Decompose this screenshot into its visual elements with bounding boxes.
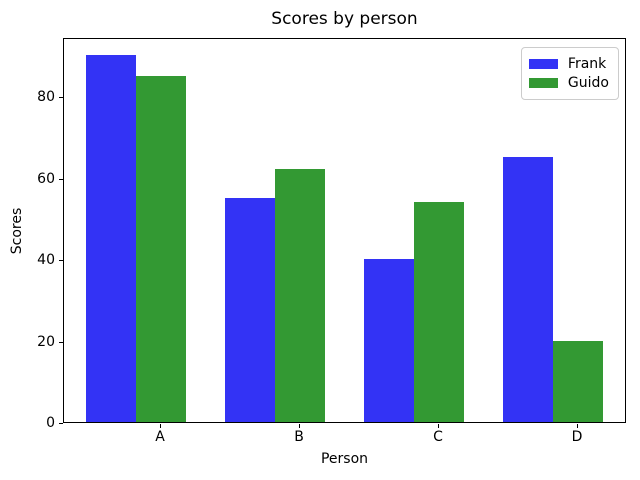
x-tick-label-B: B	[294, 429, 304, 445]
legend-item-guido: Guido	[528, 75, 609, 91]
chart-title: Scores by person	[271, 9, 418, 29]
legend-label-frank: Frank	[567, 56, 607, 72]
x-tick-mark-B	[299, 424, 300, 428]
x-tick-mark-C	[438, 424, 439, 428]
x-tick-mark-D	[577, 424, 578, 428]
y-tick-label-80: 80	[37, 89, 55, 106]
bar-frank-C	[364, 259, 414, 422]
y-tick-mark-0	[59, 423, 63, 424]
legend-item-frank: Frank	[528, 56, 609, 72]
y-tick-mark-60	[59, 178, 63, 180]
legend-label-guido: Guido	[567, 75, 609, 91]
y-tick-label-0: 0	[46, 415, 55, 431]
bar-guido-D	[553, 340, 603, 422]
y-tick-mark-20	[59, 341, 63, 343]
legend-swatch-guido	[528, 78, 558, 88]
bar-guido-A	[136, 75, 186, 422]
y-tick-mark-40	[59, 260, 63, 262]
x-axis-label: Person	[320, 451, 369, 467]
x-tick-label-C: C	[433, 429, 443, 445]
bar-guido-C	[414, 202, 464, 422]
legend-swatch-frank	[528, 59, 558, 69]
legend: Frank Guido	[520, 47, 619, 100]
plot-area: Frank Guido	[63, 38, 626, 423]
x-tick-label-D: D	[571, 429, 583, 445]
y-tick-label-60: 60	[37, 170, 55, 187]
y-axis-label: Scores	[9, 207, 25, 255]
x-tick-mark-A	[160, 424, 161, 428]
x-tick-label-A: A	[155, 429, 165, 445]
y-tick-label-40: 40	[37, 252, 55, 269]
bar-frank-A	[86, 55, 136, 422]
y-tick-mark-80	[59, 97, 63, 99]
bar-guido-B	[275, 169, 325, 422]
bar-frank-B	[225, 197, 275, 422]
bar-frank-D	[503, 157, 553, 422]
y-tick-label-20: 20	[37, 333, 55, 350]
